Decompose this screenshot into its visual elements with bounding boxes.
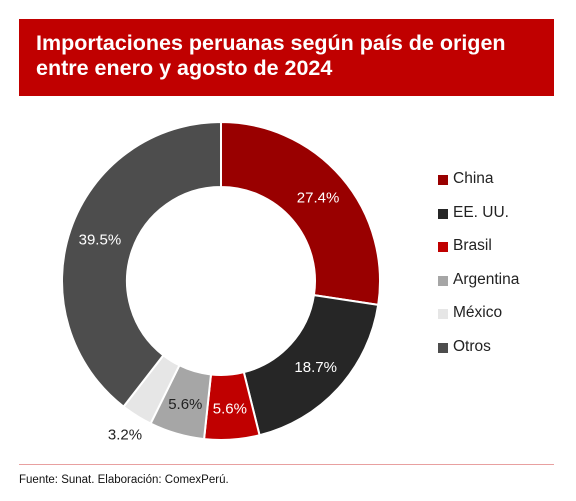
chart-title-line-1: Importaciones peruanas según país de ori… xyxy=(36,31,506,55)
donut-slice-otros xyxy=(61,120,222,409)
chart-title-line-2: entre enero y agosto de 2024 xyxy=(36,56,333,80)
legend-label: Otros xyxy=(453,337,491,355)
data-label-otros: 39.5% xyxy=(79,232,122,249)
data-label-brasil: 5.6% xyxy=(213,401,247,418)
legend-label: EE. UU. xyxy=(453,203,509,221)
data-label-china: 27.4% xyxy=(297,190,340,207)
legend-swatch xyxy=(438,242,448,252)
donut-slice-china xyxy=(220,120,381,307)
data-label-argentina: 5.6% xyxy=(168,396,202,413)
legend-label: Argentina xyxy=(453,270,520,288)
data-label-mexico: 3.2% xyxy=(108,426,142,443)
legend-swatch xyxy=(438,342,448,353)
legend-swatch xyxy=(438,175,448,185)
title-banner: Importaciones peruanas según país de ori… xyxy=(19,19,554,96)
legend-swatch xyxy=(438,275,448,286)
data-label-ee-uu: 18.7% xyxy=(294,359,337,376)
legend-label: Brasil xyxy=(453,237,492,254)
legend-swatch xyxy=(438,208,448,219)
source-note: Fuente: Sunat. Elaboración: ComexPerú. xyxy=(19,474,229,486)
footer-divider xyxy=(19,464,554,465)
legend-label: México xyxy=(453,304,503,321)
legend-swatch xyxy=(438,309,448,319)
legend-label: China xyxy=(453,170,494,187)
